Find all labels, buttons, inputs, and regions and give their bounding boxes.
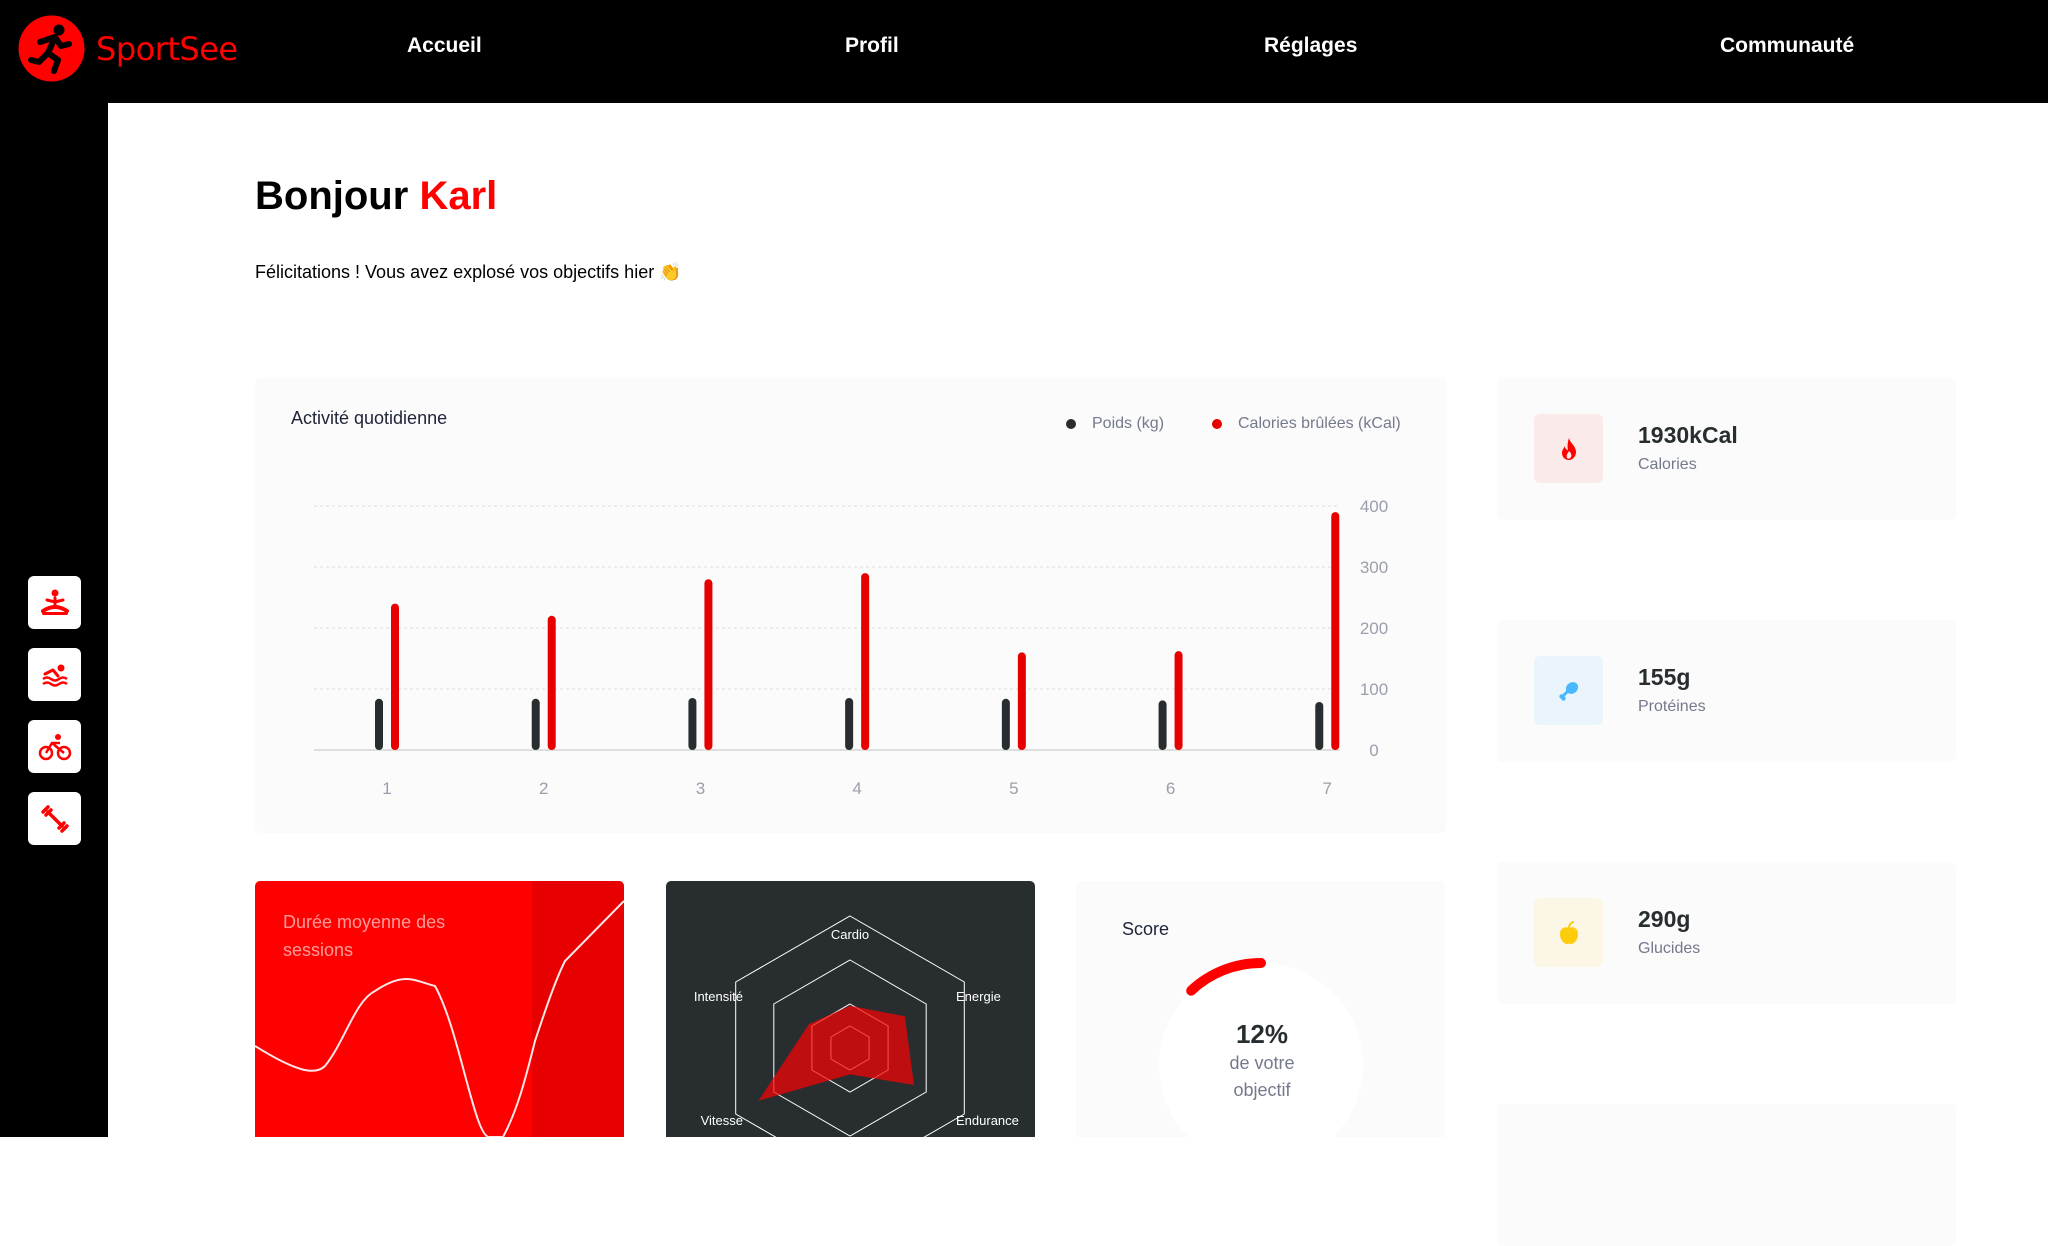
carbs-label: Glucides [1638,940,1701,957]
calories-icon-box [1534,414,1603,483]
weight-bar[interactable] [1158,700,1167,750]
score-inner-circle [1159,963,1363,1137]
radar-label-vitesse: Vitesse [701,1113,743,1128]
calories-bar[interactable] [391,603,399,750]
sessions-highlight-area [532,881,624,1137]
x-tick-label: 6 [1166,779,1175,798]
proteins-label: Protéines [1638,698,1706,715]
radar-grid-ring [773,959,927,1137]
legend-weight-dot [1066,419,1076,429]
daily-activity-chart: Activité quotidienne Poids (kg) Calories… [255,378,1446,833]
key-data-carbs-card: 290g Glucides [1497,862,1956,1004]
weight-bar[interactable] [1001,698,1010,750]
cycling-button[interactable] [28,720,81,773]
score-label-line2: objectif [1233,1080,1291,1100]
nav-profil[interactable]: Profil [845,34,899,57]
performance-radar-chart: Cardio Energie Endurance Vitesse Intensi… [666,881,1035,1137]
weight-bar[interactable] [845,698,854,750]
key-data-calories-card: 1930kCal Calories [1497,378,1956,520]
page-title: Bonjour Karl [255,174,497,219]
radar-label-cardio: Cardio [831,927,869,942]
carbs-value: 290g [1638,906,1691,932]
sessions-line-svg [255,900,624,1137]
legend-calories: Calories brûlées (kCal) [1212,415,1401,433]
runner-logo-icon [18,15,85,82]
x-tick-label: 4 [852,779,861,798]
sessions-chart-title: Durée moyenne des sessions [283,912,446,960]
nav-communaute[interactable]: Communauté [1720,34,1855,57]
y-tick-label: 300 [1360,558,1388,577]
nav-reglages[interactable]: Réglages [1264,34,1358,57]
swimming-icon [41,664,68,687]
score-progress-arc [1186,958,1266,996]
x-tick-label: 2 [539,779,548,798]
meditation-icon [40,589,69,615]
weight-bar[interactable] [375,698,383,750]
weight-bar[interactable] [531,698,540,750]
calories-bar[interactable] [861,573,870,750]
legend-weight: Poids (kg) [1066,415,1164,433]
activity-chart-title: Activité quotidienne [291,408,448,428]
legend-weight-label: Poids (kg) [1092,415,1165,432]
y-tick-label: 100 [1360,680,1388,699]
calories-bar[interactable] [547,615,556,750]
radar-grid-ring [735,915,965,1137]
calories-bar[interactable] [1331,512,1340,750]
radar-label-energie: Energie [956,989,1001,1004]
score-title: Score [1122,919,1170,939]
user-first-name: Karl [419,174,498,218]
brand-name: SportSee [96,29,238,68]
copyright-text: 24 [48,1211,62,1225]
average-sessions-chart: Durée moyenne des sessions [255,881,624,1137]
greeting-prefix: Bonjour [255,174,409,218]
radar-label-endurance: Endurance [956,1113,1019,1128]
fire-icon [1561,437,1576,460]
carbs-icon-box [1534,898,1603,967]
greeting-message: Félicitations ! Vous avez explosé vos ob… [255,262,682,282]
weight-training-button[interactable] [28,792,81,845]
dumbbell-icon [40,804,69,833]
activity-bars-svg: 0 100 200 300 400 1 2 3 4 5 6 7 [314,497,1388,798]
calories-bar[interactable] [1174,651,1183,750]
radar-label-intensite: Intensité [694,989,743,1004]
legend-calories-label: Calories brûlées (kCal) [1238,415,1401,432]
x-tick-label: 3 [696,779,705,798]
proteins-value: 155g [1638,664,1691,690]
meditation-button[interactable] [28,576,81,629]
score-label-line1: de votre [1229,1053,1295,1073]
score-svg [1159,958,1363,1137]
radar-svg: Cardio Energie Endurance Vitesse Intensi… [694,915,1019,1137]
score-chart: Score 12% de votre objectif [1076,881,1445,1137]
nav-accueil[interactable]: Accueil [407,34,482,57]
calories-label: Calories [1638,456,1697,473]
swimming-button[interactable] [28,648,81,701]
x-tick-label: 5 [1009,779,1018,798]
brand-logo[interactable]: SportSee [18,15,238,82]
score-value: 12% [1235,1019,1289,1049]
legend-calories-dot [1212,419,1222,429]
vertical-sidebar: 24 [0,103,108,1225]
calories-bar[interactable] [704,579,713,750]
apple-icon [1559,920,1578,944]
key-data-lipids-card [1497,1104,1956,1246]
calories-value: 1930kCal [1638,422,1738,448]
y-tick-label: 0 [1369,741,1378,760]
proteins-icon-box [1534,656,1603,725]
calories-bar[interactable] [1017,652,1026,750]
drumstick-icon [1558,681,1578,701]
weight-bar[interactable] [688,698,697,750]
x-tick-label: 1 [382,779,391,798]
radar-performance-area [758,1005,914,1101]
score-center: 12% de votre objectif [1202,1019,1322,1104]
x-tick-label: 7 [1323,779,1332,798]
top-navigation-bar: SportSee Accueil Profil Réglages Communa… [0,0,2048,103]
y-tick-label: 200 [1360,619,1388,638]
y-tick-label: 400 [1360,497,1388,516]
key-data-proteins-card: 155g Protéines [1497,620,1956,762]
weight-bar[interactable] [1315,702,1324,750]
sessions-line [255,900,624,1137]
cycling-icon [38,733,71,760]
